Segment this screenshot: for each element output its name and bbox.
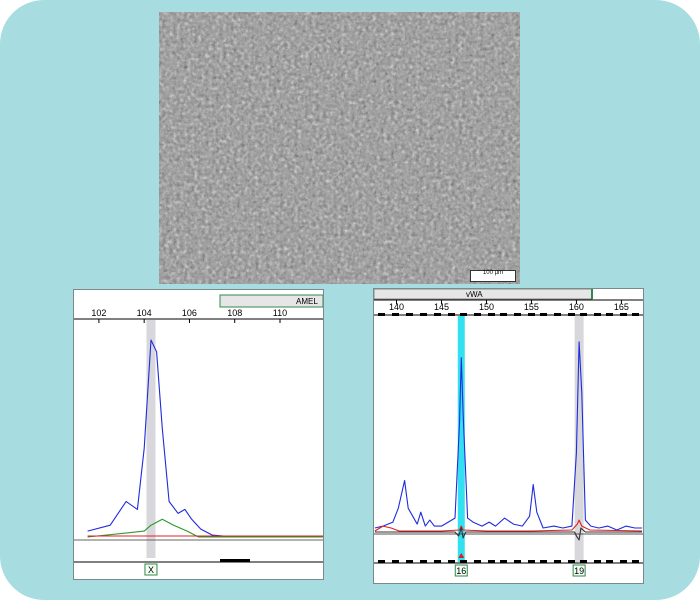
bin-marker (632, 560, 639, 563)
bin-marker (448, 560, 455, 563)
trace-line (374, 341, 643, 531)
bin-marker (406, 313, 413, 316)
x-tick-label: 150 (479, 302, 494, 312)
scale-bar: 100 µm (470, 270, 516, 282)
bin-marker (514, 560, 521, 563)
bin-marker (606, 313, 613, 316)
allele-highlight-band (574, 316, 584, 562)
x-tick-label: 102 (91, 308, 106, 318)
bin-marker (488, 560, 495, 563)
x-tick-label: 160 (569, 302, 584, 312)
bin-bar (220, 559, 250, 562)
bin-marker (474, 560, 481, 563)
bin-marker (528, 560, 535, 563)
allele-call-label: 16 (456, 566, 466, 576)
bin-marker (500, 560, 507, 563)
marker-label-vwa: vWA (466, 290, 483, 299)
x-tick-label: 145 (434, 302, 449, 312)
allele-call-box (572, 564, 586, 577)
bin-marker (392, 560, 399, 563)
bin-marker (606, 560, 613, 563)
bin-marker (420, 313, 427, 316)
x-tick-label: 106 (182, 308, 197, 318)
bin-marker (420, 560, 427, 563)
trace-line (87, 518, 323, 538)
x-tick-label: 155 (524, 302, 539, 312)
bin-marker (568, 313, 575, 316)
allele-highlight-band (146, 320, 156, 558)
trace-line (374, 527, 643, 541)
x-tick-label: 108 (227, 308, 242, 318)
x-tick-label: 165 (614, 302, 629, 312)
bin-marker (378, 313, 385, 316)
bin-marker (620, 560, 627, 563)
bin-marker (406, 560, 413, 563)
trace-line (87, 339, 323, 538)
selected-allele-marker (458, 553, 465, 558)
amel-chart-svg: AMEL 102 104 106 108 110 X (74, 294, 323, 576)
bin-marker (392, 313, 399, 316)
bin-marker (554, 313, 561, 316)
bin-marker (474, 313, 481, 316)
bin-marker (594, 313, 601, 316)
marker-bin-box (374, 289, 593, 300)
bin-marker (434, 313, 441, 316)
bin-marker (514, 313, 521, 316)
bin-marker (540, 560, 547, 563)
trace-line (374, 519, 643, 532)
bin-marker (580, 313, 587, 316)
bin-marker (594, 560, 601, 563)
vwa-electropherogram: vWA 140 145 150 155 160 165 16 19 (373, 288, 644, 584)
bin-marker (580, 560, 587, 563)
marker-bin-box (219, 294, 323, 308)
bin-marker (632, 313, 639, 316)
bin-marker (620, 313, 627, 316)
vwa-chart-svg: vWA 140 145 150 155 160 165 16 19 (374, 289, 643, 577)
amel-electropherogram: AMEL 102 104 106 108 110 X (73, 289, 324, 580)
x-tick-label: 140 (389, 302, 404, 312)
cell-culture-micrograph: 100 µm (159, 12, 520, 284)
bin-marker (448, 313, 455, 316)
bin-marker (568, 560, 575, 563)
allele-call-label: 19 (574, 566, 584, 576)
allele-call-box (454, 564, 468, 577)
bin-marker (488, 313, 495, 316)
bin-marker (460, 313, 467, 316)
marker-label-amel: AMEL (296, 297, 318, 306)
allele-call-label: X (148, 565, 154, 575)
bin-marker (554, 560, 561, 563)
bin-marker (540, 313, 547, 316)
bin-marker (434, 560, 441, 563)
bin-marker (528, 313, 535, 316)
bin-marker (460, 560, 467, 563)
scale-bar-label: 100 µm (482, 270, 504, 276)
bin-marker (378, 560, 385, 563)
allele-call-box (144, 563, 158, 576)
bin-marker (500, 313, 507, 316)
x-tick-label: 104 (137, 308, 152, 318)
allele-highlight-band (457, 316, 465, 562)
x-tick-label: 110 (273, 308, 287, 318)
